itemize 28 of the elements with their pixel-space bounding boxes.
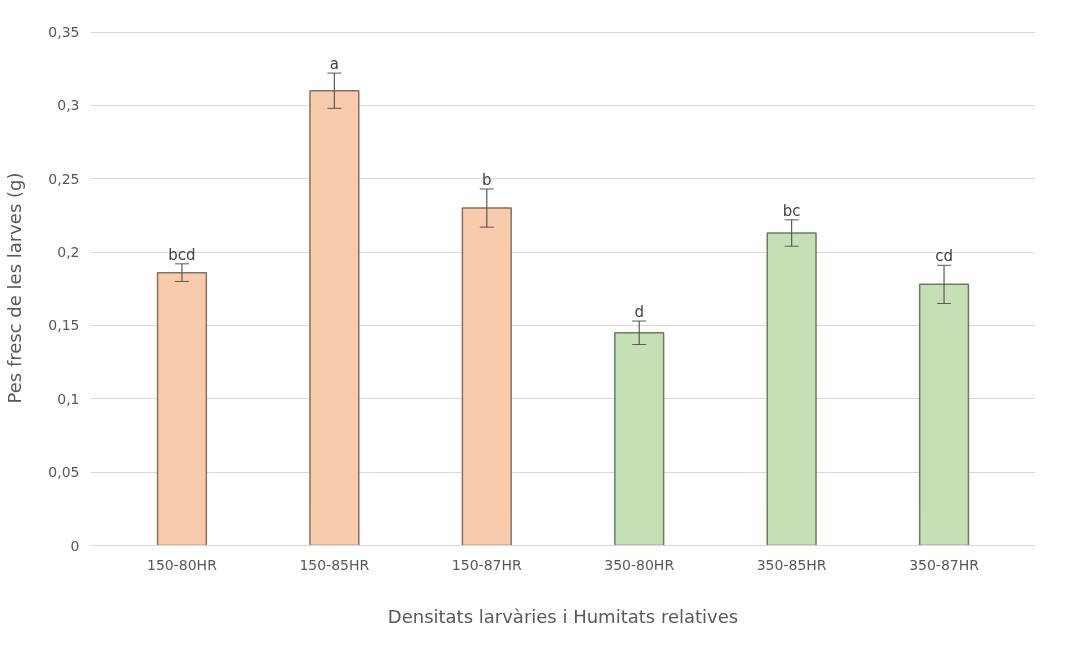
x-tick-label: 350-80HR — [604, 556, 675, 573]
x-tick-label: 150-85HR — [299, 556, 370, 573]
x-tick-label: 350-87HR — [909, 556, 980, 573]
annotation: cd — [935, 247, 953, 266]
y-tick-label: 0,25 — [48, 170, 80, 187]
bar — [614, 332, 665, 546]
bar — [918, 283, 970, 546]
y-tick-label: 0 — [70, 537, 80, 554]
annotation: b — [482, 171, 492, 190]
y-tick-label: 0,1 — [57, 390, 80, 407]
bar — [156, 271, 208, 546]
annotation: d — [634, 303, 644, 322]
y-tick-label: 0,15 — [48, 317, 80, 334]
annotation: bcd — [168, 245, 196, 264]
y-tick-label: 0,35 — [48, 24, 80, 41]
bar — [766, 232, 817, 546]
bar — [461, 207, 512, 546]
x-tick-label: 150-80HR — [147, 556, 218, 573]
x-tick-label: 150-87HR — [451, 556, 522, 573]
x-axis-title: Densitats larvàries i Humitats relatives — [387, 605, 739, 627]
x-tick-label: 350-85HR — [756, 556, 827, 573]
y-tick-label: 0,2 — [57, 244, 80, 261]
y-tick-label: 0,05 — [48, 464, 80, 481]
y-axis-title: Pes fresc de les larves (g) — [4, 172, 26, 404]
annotation: bc — [782, 201, 801, 220]
annotation: a — [329, 55, 339, 74]
bar — [309, 89, 360, 546]
y-tick-label: 0,3 — [57, 97, 80, 114]
